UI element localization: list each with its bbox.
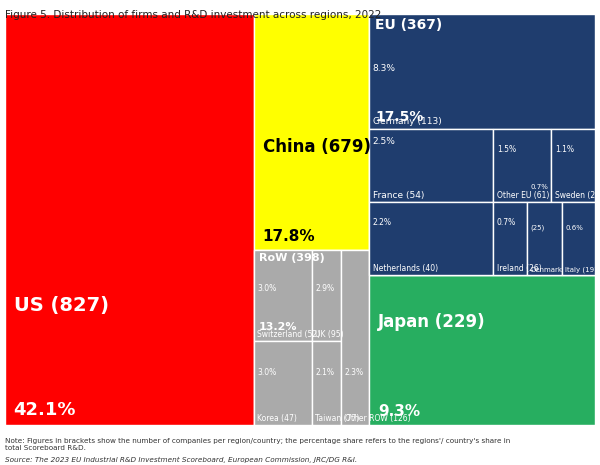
Text: 2.9%: 2.9% xyxy=(315,284,334,293)
Text: 0.7%: 0.7% xyxy=(530,184,548,190)
Text: Other ROW (126): Other ROW (126) xyxy=(345,414,410,423)
Bar xyxy=(369,129,493,202)
Bar xyxy=(527,202,562,275)
Text: Note: Figures in brackets show the number of companies per region/country; the p: Note: Figures in brackets show the numbe… xyxy=(5,438,510,451)
Text: US (827): US (827) xyxy=(14,296,109,315)
Text: Netherlands (40): Netherlands (40) xyxy=(373,264,438,273)
Text: 0.6%: 0.6% xyxy=(565,226,583,232)
Text: 2.5%: 2.5% xyxy=(373,137,395,146)
Text: 8.3%: 8.3% xyxy=(373,64,395,73)
Bar xyxy=(551,129,595,202)
Bar xyxy=(311,341,341,425)
Text: 2.3%: 2.3% xyxy=(345,368,364,378)
Bar xyxy=(369,275,595,425)
Text: Italy (19): Italy (19) xyxy=(565,266,597,273)
Text: Switzerland (52): Switzerland (52) xyxy=(257,330,320,339)
Text: 2.2%: 2.2% xyxy=(373,218,392,227)
Bar xyxy=(254,250,311,341)
Text: China (679): China (679) xyxy=(263,138,371,156)
Text: UK (95): UK (95) xyxy=(315,330,344,339)
Text: 42.1%: 42.1% xyxy=(14,401,76,419)
Text: Ireland (26): Ireland (26) xyxy=(497,264,542,273)
Bar xyxy=(311,250,341,341)
Bar xyxy=(369,14,595,129)
Bar xyxy=(254,250,369,425)
Bar xyxy=(254,341,311,425)
Text: Sweden (29): Sweden (29) xyxy=(555,191,600,199)
Text: Korea (47): Korea (47) xyxy=(257,414,298,423)
Text: Other EU (61): Other EU (61) xyxy=(497,191,550,199)
Bar xyxy=(369,14,595,275)
Bar xyxy=(341,250,369,425)
Text: 3.0%: 3.0% xyxy=(257,368,277,378)
Text: 0.7%: 0.7% xyxy=(497,218,516,227)
Bar xyxy=(562,202,595,275)
Text: Figure 5. Distribution of firms and R&D investment across regions, 2022: Figure 5. Distribution of firms and R&D … xyxy=(5,10,381,20)
Text: France (54): France (54) xyxy=(373,191,424,199)
Text: Denmark: Denmark xyxy=(530,267,563,273)
Bar xyxy=(493,129,551,202)
Text: EU (367): EU (367) xyxy=(375,18,442,32)
Text: Germany (113): Germany (113) xyxy=(373,118,442,126)
Text: RoW (398): RoW (398) xyxy=(259,253,325,264)
Text: 13.2%: 13.2% xyxy=(259,322,297,332)
Bar xyxy=(493,202,527,275)
Text: 9.3%: 9.3% xyxy=(378,404,420,419)
Text: 1.1%: 1.1% xyxy=(555,145,574,154)
Bar xyxy=(254,14,369,250)
Text: 1.5%: 1.5% xyxy=(497,145,516,154)
Text: 17.8%: 17.8% xyxy=(263,229,316,244)
Text: Source: The 2023 EU Industrial R&D Investment Scoreboard, European Commission, J: Source: The 2023 EU Industrial R&D Inves… xyxy=(5,457,357,463)
Text: Taiwan (77): Taiwan (77) xyxy=(315,414,359,423)
Text: 3.0%: 3.0% xyxy=(257,284,277,293)
Text: (25): (25) xyxy=(530,225,545,232)
Text: 2.1%: 2.1% xyxy=(315,368,334,378)
Bar xyxy=(5,14,254,425)
Text: 17.5%: 17.5% xyxy=(375,110,424,124)
Bar xyxy=(369,202,493,275)
Text: Japan (229): Japan (229) xyxy=(378,313,485,331)
